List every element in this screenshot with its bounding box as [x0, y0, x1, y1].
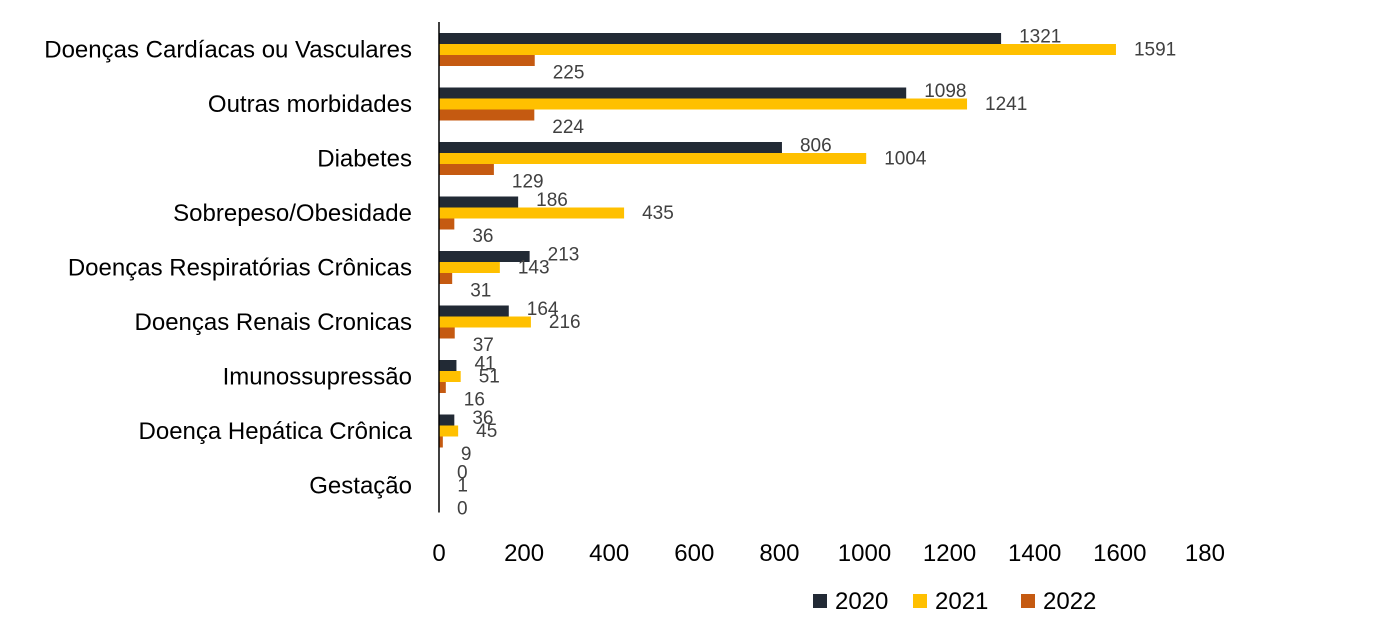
bar-2022	[439, 382, 446, 393]
category-label: Doenças Respiratórias Crônicas	[68, 254, 412, 281]
bar-2022	[439, 55, 535, 66]
data-label-2022: 31	[470, 281, 491, 302]
x-tick-label: 180	[1185, 540, 1225, 567]
data-label-2021: 435	[642, 203, 674, 224]
category-label: Gestação	[309, 472, 412, 499]
data-label-2021: 216	[549, 312, 581, 333]
bar-2021	[439, 44, 1116, 55]
legend-label-2021: 2021	[935, 588, 988, 615]
category-label: Imunossupressão	[223, 363, 412, 390]
bar-2021	[439, 262, 500, 273]
data-label-2022: 225	[553, 63, 585, 84]
x-tick-label: 1000	[838, 540, 891, 567]
bar-2022	[439, 110, 534, 121]
legend-swatch-2020	[813, 594, 827, 608]
legend-label-2020: 2020	[835, 588, 888, 615]
x-tick-label: 400	[589, 540, 629, 567]
legend: 2020 2021 2022	[813, 588, 1096, 615]
data-label-2021: 1004	[884, 149, 927, 170]
legend-swatch-2021	[913, 594, 927, 608]
data-label-2020: 1321	[1019, 27, 1061, 48]
bar-2020	[439, 88, 906, 99]
x-tick-label: 1600	[1093, 540, 1146, 567]
bar-2022	[439, 273, 452, 284]
bar-2020	[439, 197, 518, 208]
bar-2022	[439, 328, 455, 339]
x-tick-label: 800	[759, 540, 799, 567]
x-tick-label: 1400	[1008, 540, 1061, 567]
x-tick-label: 0	[432, 540, 445, 567]
bar-2022	[439, 219, 454, 230]
data-label-2021: 1	[457, 476, 468, 497]
category-label: Outras morbidades	[208, 91, 412, 118]
data-label-2021: 1591	[1134, 40, 1176, 61]
data-label-2020: 806	[800, 136, 832, 157]
data-label-2020: 186	[536, 190, 568, 211]
x-tick-label: 200	[504, 540, 544, 567]
data-label-2021: 1241	[985, 94, 1027, 115]
data-label-2021: 45	[476, 421, 497, 442]
x-tick-labels-group: 0 200 400 600 800 1000 1200 1400 1600 180	[432, 540, 1225, 567]
legend-swatch-2022	[1021, 594, 1035, 608]
bar-2020	[439, 306, 509, 317]
bar-2020	[439, 142, 782, 153]
data-label-2022: 36	[472, 226, 493, 247]
data-label-2020: 213	[548, 245, 580, 266]
data-label-2021: 51	[479, 367, 500, 388]
category-label: Diabetes	[317, 145, 412, 172]
bar-2021	[439, 317, 531, 328]
bar-2022	[439, 164, 494, 175]
x-tick-label: 1200	[923, 540, 976, 567]
data-label-2022: 224	[552, 117, 584, 138]
category-label: Sobrepeso/Obesidade	[173, 200, 412, 227]
data-label-2021: 143	[518, 258, 550, 279]
bar-2020	[439, 415, 454, 426]
legend-label-2022: 2022	[1043, 588, 1096, 615]
bar-2021	[439, 371, 461, 382]
category-label: Doenças Renais Cronicas	[135, 309, 412, 336]
category-label: Doença Hepática Crônica	[139, 418, 413, 445]
data-label-2022: 0	[457, 499, 468, 520]
bar-2021	[439, 99, 967, 110]
data-label-2020: 1098	[924, 81, 966, 102]
category-label: Doenças Cardíacas ou Vasculares	[44, 36, 412, 63]
bar-2021	[439, 426, 458, 437]
bar-2021	[439, 208, 624, 219]
bar-2020	[439, 360, 456, 371]
x-tick-label: 600	[674, 540, 714, 567]
bar-2020	[439, 251, 530, 262]
category-labels-group: Doenças Cardíacas ou Vasculares Outras mo…	[44, 36, 412, 499]
bar-2020	[439, 33, 1001, 44]
